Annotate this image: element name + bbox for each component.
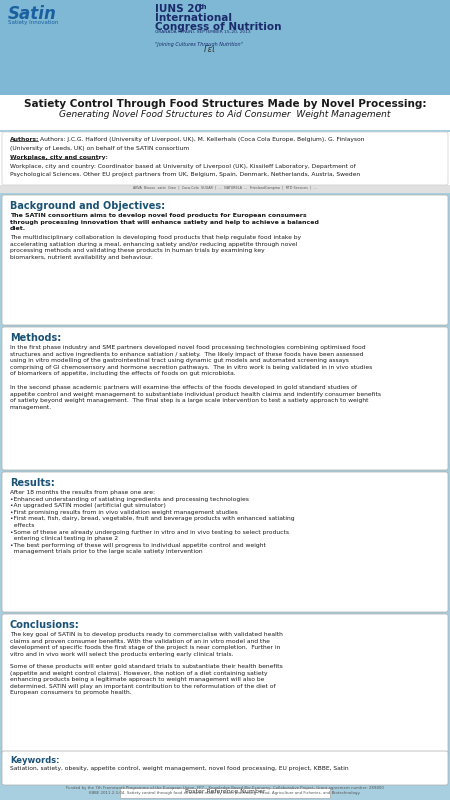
Text: IUNS 20: IUNS 20 [155,4,202,14]
Bar [0,0,450,95]
Text: Results:: Results: [10,478,55,488]
FancyBboxPatch shape [2,132,448,185]
Text: Γει: Γει [204,45,216,54]
FancyBboxPatch shape [2,751,448,785]
Text: Psychological Sciences. Other EU project partners from UK, Belgium, Spain, Denma: Psychological Sciences. Other EU project… [10,172,360,177]
FancyBboxPatch shape [2,472,448,612]
Bar [0,185,450,193]
Bar [0,472,450,612]
Text: "Joining Cultures Through Nutrition": "Joining Cultures Through Nutrition" [155,42,243,47]
Text: Satiety Control Through Food Structures Made by Novel Processing:: Satiety Control Through Food Structures … [24,99,426,109]
Bar [0,132,450,185]
Text: (University of Leeds, UK) on behalf of the SATIN consortium: (University of Leeds, UK) on behalf of t… [10,146,189,151]
Text: Satiety Innovation: Satiety Innovation [8,20,58,25]
Text: Congress of Nutrition: Congress of Nutrition [155,22,282,32]
FancyBboxPatch shape [2,195,448,325]
Text: After 18 months the results from phase one are:
•Enhanced understanding of satia: After 18 months the results from phase o… [10,490,295,554]
Text: Keywords:: Keywords: [10,756,59,765]
Text: Workplace, city and country: Coordinator based at University of Liverpool (UK), : Workplace, city and country: Coordinator… [10,164,356,169]
Text: The key goal of SATIN is to develop products ready to commercialise with validat: The key goal of SATIN is to develop prod… [10,632,283,657]
Text: Workplace, city and country:: Workplace, city and country: [10,155,108,160]
Text: Conclusions:: Conclusions: [10,620,80,630]
Text: Funded by the 7th Framework Programme of the European Union, FP7 – Knowledge Bas: Funded by the 7th Framework Programme of… [66,786,384,795]
Text: ABVA  Bioxxx  satin  Gree  |  Coca-Cola  SUGAR  |  ...  NATURELA  ...  Friesland: ABVA Bioxxx satin Gree | Coca-Cola SUGAR… [133,186,317,190]
Text: Satiation, satiety, obesity, appetite control, weight management, novel food pro: Satiation, satiety, obesity, appetite co… [10,766,349,771]
Bar [0,95,450,130]
Text: GRANADA (SPAIN), SEPTEMBER 15-20, 2013: GRANADA (SPAIN), SEPTEMBER 15-20, 2013 [155,30,251,34]
Text: The multidisciplinary collaboration is developing food products that help regula: The multidisciplinary collaboration is d… [10,235,301,260]
Text: Authors:: Authors: [10,137,40,142]
FancyBboxPatch shape [2,327,448,470]
Text: Satin: Satin [8,5,57,23]
Text: Generating Novel Food Structures to Aid Consumer  Weight Management: Generating Novel Food Structures to Aid … [59,110,391,119]
Text: Background and Objectives:: Background and Objectives: [10,201,165,211]
Bar [0,614,450,755]
Bar [0,327,450,470]
Text: Methods:: Methods: [10,333,61,343]
Text: th: th [199,4,207,10]
Text: Authors: J.C.G. Halford (University of Liverpool, UK), M. Kellerhals (Coca Cola : Authors: J.C.G. Halford (University of L… [40,137,365,142]
FancyBboxPatch shape [2,614,448,755]
Text: International: International [155,13,232,23]
Text: Some of these products will enter gold standard trials to substantiate their hea: Some of these products will enter gold s… [10,664,283,695]
Bar [120,788,330,798]
Text: In the second phase academic partners will examine the effects of the foods deve: In the second phase academic partners wi… [10,385,381,410]
Text: The SATIN consortium aims to develop novel food products for European consumers
: The SATIN consortium aims to develop nov… [10,213,319,231]
Text: Poster Reference Number: Poster Reference Number [185,789,265,794]
Bar [0,195,450,325]
Text: In the first phase industry and SME partners developed novel food processing tec: In the first phase industry and SME part… [10,345,372,376]
